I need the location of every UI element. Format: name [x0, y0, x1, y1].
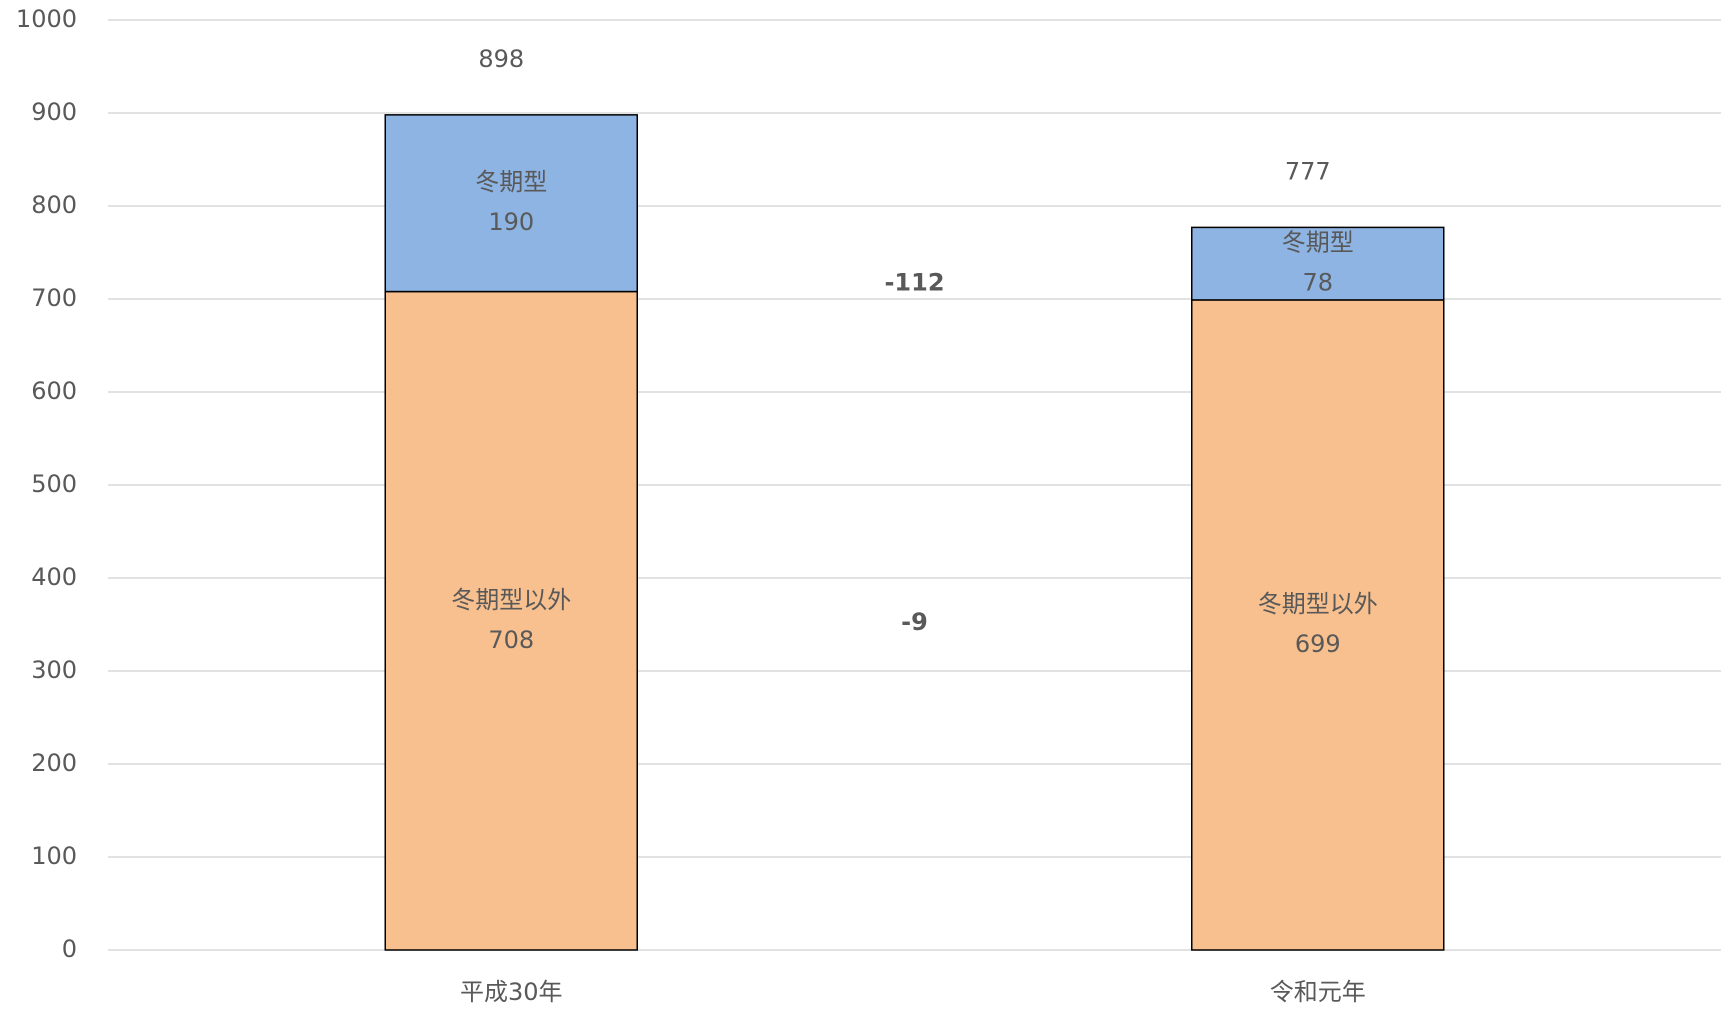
total-label: 777 — [1285, 157, 1331, 185]
y-tick-label: 100 — [31, 842, 77, 870]
segment-name: 冬期型 — [1282, 229, 1354, 257]
segment-value: 190 — [488, 208, 534, 236]
y-tick-label: 200 — [31, 749, 77, 777]
y-tick-label: 400 — [31, 563, 77, 591]
y-tick-label: 1000 — [16, 5, 77, 33]
change-label: -112 — [884, 268, 944, 296]
y-tick-label: 900 — [31, 98, 77, 126]
y-tick-label: 500 — [31, 470, 77, 498]
total-label: 898 — [478, 45, 524, 73]
bar-segment — [384, 114, 638, 293]
bar-segment — [1191, 226, 1445, 301]
x-tick-label: 令和元年 — [1270, 978, 1366, 1006]
change-label: -9 — [901, 608, 928, 636]
segment-value: 708 — [488, 626, 534, 654]
bar-segment — [1191, 299, 1445, 951]
bar-segment — [384, 290, 638, 951]
y-tick-label: 800 — [31, 191, 77, 219]
segment-name: 冬期型以外 — [451, 586, 571, 614]
y-tick-label: 0 — [62, 935, 77, 963]
segment-name: 冬期型 — [475, 168, 547, 196]
y-tick-label: 300 — [31, 656, 77, 684]
y-tick-label: 600 — [31, 377, 77, 405]
x-tick-label: 平成30年 — [460, 978, 563, 1006]
segment-name: 冬期型以外 — [1258, 590, 1378, 618]
y-tick-label: 700 — [31, 284, 77, 312]
segment-value: 699 — [1295, 630, 1341, 658]
segment-value: 78 — [1302, 269, 1333, 297]
